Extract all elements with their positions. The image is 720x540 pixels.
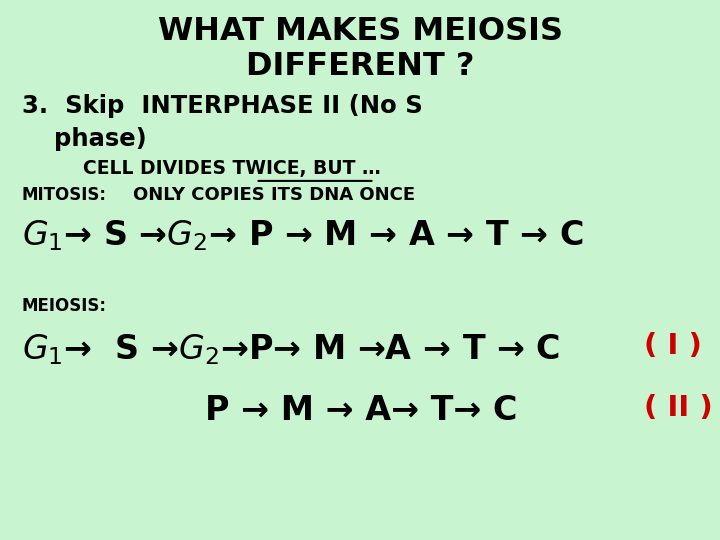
Text: ONLY COPIES ITS DNA ONCE: ONLY COPIES ITS DNA ONCE: [133, 186, 415, 204]
Text: MITOSIS:: MITOSIS:: [22, 186, 107, 204]
Text: phase): phase): [54, 127, 147, 151]
Text: DIFFERENT ?: DIFFERENT ?: [246, 51, 474, 82]
Text: 3.  Skip  INTERPHASE II (No S: 3. Skip INTERPHASE II (No S: [22, 94, 423, 118]
Text: P → M → A→ T→ C: P → M → A→ T→ C: [205, 394, 518, 427]
Text: CELL DIVIDES TWICE, BUT …: CELL DIVIDES TWICE, BUT …: [83, 159, 381, 178]
Text: $G_1$→ S →$G_2$→ P → M → A → T → C: $G_1$→ S →$G_2$→ P → M → A → T → C: [22, 218, 583, 253]
Text: ( II ): ( II ): [644, 394, 713, 422]
Text: WHAT MAKES MEIOSIS: WHAT MAKES MEIOSIS: [158, 16, 562, 47]
Text: MEIOSIS:: MEIOSIS:: [22, 297, 107, 315]
Text: ( I ): ( I ): [644, 332, 702, 360]
Text: $G_1$→  S →$G_2$→P→ M →A → T → C: $G_1$→ S →$G_2$→P→ M →A → T → C: [22, 332, 560, 367]
